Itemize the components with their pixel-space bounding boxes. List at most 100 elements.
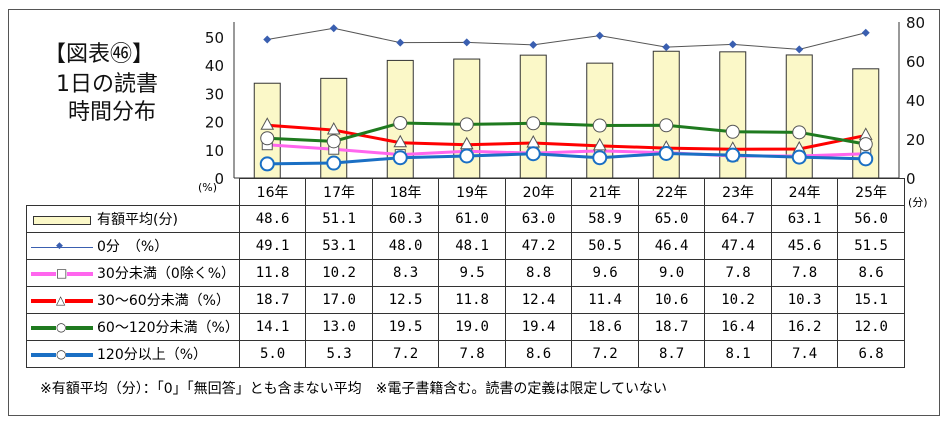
series-name: 有額平均(分) (97, 212, 178, 228)
right-tick-label: 60 (906, 53, 925, 71)
legend-circle-icon: ○ (31, 319, 93, 335)
series-name: 30分未満（0除く%） (97, 266, 236, 282)
left-tick-label: 0 (214, 170, 224, 188)
category-label: 18年 (371, 178, 440, 206)
table-row: △ 30～60分未満（%） 18.7 17.0 12.5 11.8 12.4 11.4 10.6… (26, 286, 905, 314)
left-tick-label: 30 (205, 85, 224, 103)
table-cell: 46.4 (637, 232, 706, 260)
marker-diamond-23年 (728, 40, 737, 49)
category-label: 25年 (837, 178, 905, 206)
table-cell: 10.3 (770, 286, 839, 314)
table-cell: 51.5 (837, 232, 905, 260)
table-cell: 10.2 (305, 259, 373, 287)
table-row: □ 30分未満（0除く%） 11.8 10.2 8.3 9.5 8.8 9.6 9.0 7.8 7.… (26, 259, 905, 287)
table-row: ◆ 0分 （%） 49.1 53.1 48.0 48.1 47.2 50.5 46.4 47.4 4… (26, 232, 905, 260)
category-label: 16年 (238, 178, 307, 206)
category-label: 19年 (438, 178, 506, 206)
line-circle (267, 121, 867, 146)
marker-triangle-18年 (393, 134, 408, 148)
marker-circle-22年 (659, 118, 674, 133)
table-cell: 18.7 (637, 313, 706, 341)
marker-diamond-16年 (263, 35, 272, 44)
table-cell: 8.6 (837, 259, 905, 287)
left-tick-label: 20 (205, 114, 224, 132)
marker-diamond-24年 (795, 45, 804, 54)
table-cell: 7.8 (770, 259, 839, 287)
table-cell: 12.5 (371, 286, 440, 314)
footnote: ※有額平均（分）：「0」「無回答」とも含まない平均 ※電子書籍含む。読書の定義は… (40, 381, 667, 397)
table-cell: 9.6 (571, 259, 639, 287)
marker-diamond-25年 (861, 28, 870, 37)
table-cell: 5.0 (238, 340, 307, 368)
table-cell: 19.0 (438, 313, 506, 341)
table-cell: 8.3 (371, 259, 440, 287)
table-cell: 12.4 (504, 286, 573, 314)
table-cell: 63.0 (504, 205, 573, 233)
table-cell: 11.8 (238, 259, 307, 287)
table-cell: 65.0 (637, 205, 706, 233)
left-tick-label: 50 (205, 29, 224, 47)
table-cell: 19.4 (504, 313, 573, 341)
left-tick-label: 40 (205, 57, 224, 75)
table-cell: 7.8 (704, 259, 772, 287)
marker-circle-20年 (526, 116, 541, 131)
legend-square-icon: □ (31, 265, 93, 281)
series-name: 30～60分未満（%） (97, 293, 230, 309)
category-label: 20年 (504, 178, 573, 206)
marker-triangle-16年 (260, 117, 275, 130)
table-row: ○ 60～120分未満（%） 14.1 13.0 19.5 19.0 19.4 18.6 18.… (26, 313, 905, 341)
marker-circle-blue-17年 (326, 155, 342, 171)
series-name: 120分以上（%） (97, 347, 208, 363)
table-cell: 18.7 (238, 286, 307, 314)
legend-circle-blue-icon: ○ (31, 346, 93, 362)
table-cell: 58.9 (571, 205, 639, 233)
title-line-2: 時間分布 (68, 100, 157, 125)
table-row: ○ 120分以上（%） 5.0 5.3 7.2 7.8 8.6 7.2 8.7 8.1 7.4 6.8 (26, 340, 905, 368)
table-cell: 18.6 (571, 313, 639, 341)
table-cell: 7.2 (371, 340, 440, 368)
marker-circle-blue-22年 (658, 145, 674, 161)
table-cell: 7.2 (571, 340, 639, 368)
title-line-1: 1日の読書 (56, 72, 158, 97)
series-name: 0分 （%） (97, 239, 169, 255)
table-cell: 11.4 (571, 286, 639, 314)
table-cell: 16.2 (770, 313, 839, 341)
table-cell: 17.0 (305, 286, 373, 314)
figure-frame (8, 9, 940, 416)
marker-diamond-18年 (396, 38, 405, 47)
marker-circle-blue-20年 (525, 146, 541, 162)
category-label: 17年 (305, 178, 373, 206)
table-cell: 64.7 (704, 205, 772, 233)
table-cell: 51.1 (305, 205, 373, 233)
table-cell: 45.6 (770, 232, 839, 260)
table-cell: 60.3 (371, 205, 440, 233)
marker-circle-blue-23年 (725, 147, 741, 163)
table-cell: 11.8 (438, 286, 506, 314)
category-label: 21年 (571, 178, 639, 206)
line-circle-blue (267, 151, 866, 166)
category-label: 24年 (770, 178, 839, 206)
data-table: 16年 17年 18年 19年 20年 21年 22年 23年 24年 25年 有額平均(分) 48.… (26, 178, 905, 368)
table-cell: 53.1 (305, 232, 373, 260)
marker-circle-21年 (592, 118, 607, 133)
table-cell: 8.6 (504, 340, 573, 368)
right-axis-unit: (分) (908, 196, 928, 209)
marker-circle-23年 (725, 124, 740, 139)
table-cell: 48.1 (438, 232, 506, 260)
marker-diamond-21年 (595, 31, 604, 40)
right-tick-label: 40 (906, 92, 925, 110)
table-cell: 8.7 (637, 340, 706, 368)
left-axis-unit: (%) (198, 181, 217, 194)
table-row: 有額平均(分) 48.6 51.1 60.3 61.0 63.0 58.9 65.0 64.7 6… (26, 205, 905, 233)
table-cell: 61.0 (438, 205, 506, 233)
marker-circle-18年 (393, 116, 408, 131)
table-cell: 15.1 (837, 286, 905, 314)
line-diamond (267, 27, 866, 50)
marker-diamond-20年 (529, 40, 538, 49)
marker-triangle-21年 (592, 137, 607, 151)
table-cell: 63.1 (770, 205, 839, 233)
marker-circle-17年 (326, 134, 341, 149)
table-cell: 48.6 (238, 205, 307, 233)
table-cell: 6.8 (837, 340, 905, 368)
table-cell: 16.4 (704, 313, 772, 341)
